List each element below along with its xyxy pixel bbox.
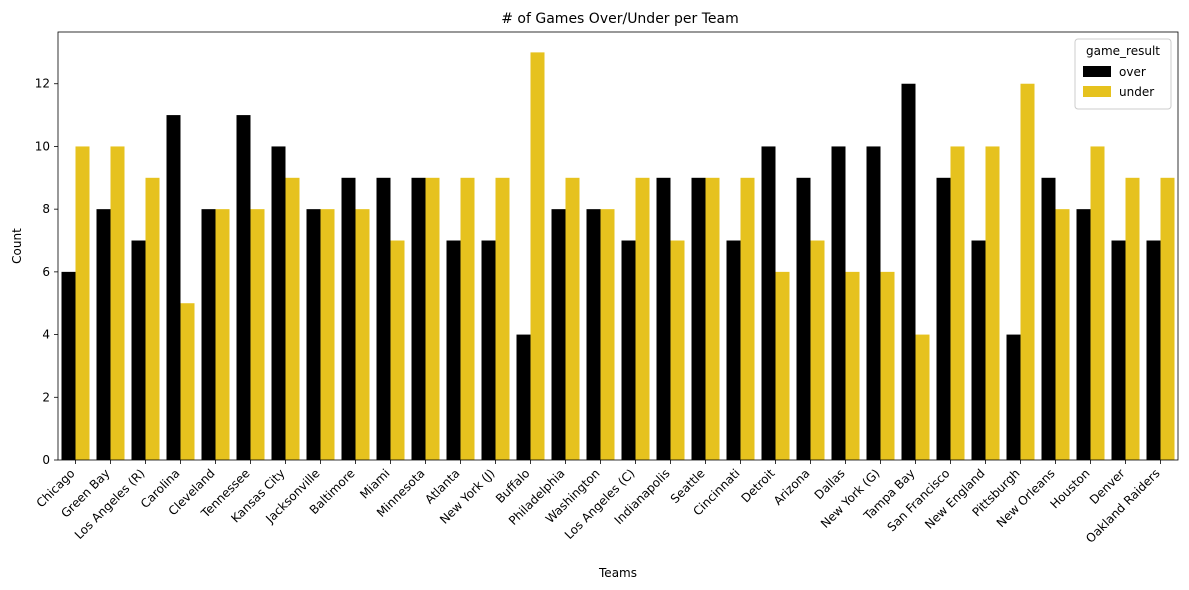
legend-label-under: under (1119, 85, 1154, 99)
bar-over (831, 146, 846, 460)
y-tick-label: 10 (35, 139, 50, 153)
bar-under (355, 209, 370, 460)
bar-over (131, 240, 146, 460)
bar-over (1076, 209, 1091, 460)
bar-over (971, 240, 986, 460)
bar-under (600, 209, 615, 460)
bar-under (880, 271, 895, 460)
bar-under (1055, 209, 1070, 460)
bar-under (390, 240, 405, 460)
bar-over (1006, 334, 1021, 460)
bar-over (516, 334, 531, 460)
bar-over (621, 240, 636, 460)
y-tick-label: 6 (42, 265, 50, 279)
legend-swatch-over (1083, 66, 1111, 77)
bar-under (565, 177, 580, 461)
bar-under (145, 177, 160, 461)
bar-under (810, 240, 825, 460)
x-tick-label: Arizona (771, 466, 813, 508)
bar-over (201, 209, 216, 460)
bar-under (740, 177, 755, 461)
chart-title: # of Games Over/Under per Team (501, 11, 738, 27)
bar-over (481, 240, 496, 460)
bar-over (796, 177, 811, 461)
legend-swatch-under (1083, 86, 1111, 97)
bar-under (75, 146, 90, 460)
bar-under (915, 334, 930, 460)
bar-over (341, 177, 356, 461)
x-axis-label: Teams (598, 566, 637, 580)
bar-over (691, 177, 706, 461)
plot-frame (57, 31, 1179, 461)
bar-under (215, 209, 230, 460)
y-tick-label: 0 (42, 453, 50, 467)
bar-under (180, 303, 195, 460)
bar-over (936, 177, 951, 461)
y-axis: 0 2 4 6 8 10 12 (35, 77, 58, 467)
bar-under (985, 146, 1000, 460)
bar-over (411, 177, 426, 461)
bar-over (761, 146, 776, 460)
legend-title: game_result (1086, 44, 1160, 58)
bar-under (775, 271, 790, 460)
bar-under (1125, 177, 1140, 461)
bar-over (271, 146, 286, 460)
bar-under (950, 146, 965, 460)
bar-over (306, 209, 321, 460)
bar-under (1160, 177, 1175, 461)
bar-over (1041, 177, 1056, 461)
bar-under (635, 177, 650, 461)
legend-label-over: over (1119, 65, 1146, 79)
bar-under (250, 209, 265, 460)
bar-under (670, 240, 685, 460)
y-tick-label: 4 (42, 328, 50, 342)
bar-under (285, 177, 300, 461)
y-axis-label: Count (10, 228, 24, 264)
bar-under (530, 52, 545, 460)
bar-under (705, 177, 720, 461)
bar-over (96, 209, 111, 460)
bar-under (1020, 83, 1035, 460)
bar-over (866, 146, 881, 460)
y-tick-label: 12 (35, 77, 50, 91)
bar-over (1146, 240, 1161, 460)
y-tick-label: 2 (42, 390, 50, 404)
bar-under (460, 177, 475, 461)
bar-over (376, 177, 391, 461)
y-tick-label: 8 (42, 202, 50, 216)
bar-under (495, 177, 510, 461)
bar-over (236, 115, 251, 460)
bar-over (656, 177, 671, 461)
bar-over (726, 240, 741, 460)
bar-under (1090, 146, 1105, 460)
bars-layer (61, 52, 1175, 461)
bar-over (1111, 240, 1126, 460)
bar-over (901, 83, 916, 460)
bar-over (586, 209, 601, 460)
bar-over (166, 115, 181, 460)
bar-over (551, 209, 566, 460)
bar-over (61, 271, 76, 460)
bar-under (425, 177, 440, 461)
bar-under (845, 271, 860, 460)
bar-over (446, 240, 461, 460)
bar-under (110, 146, 125, 460)
bar-under (320, 209, 335, 460)
